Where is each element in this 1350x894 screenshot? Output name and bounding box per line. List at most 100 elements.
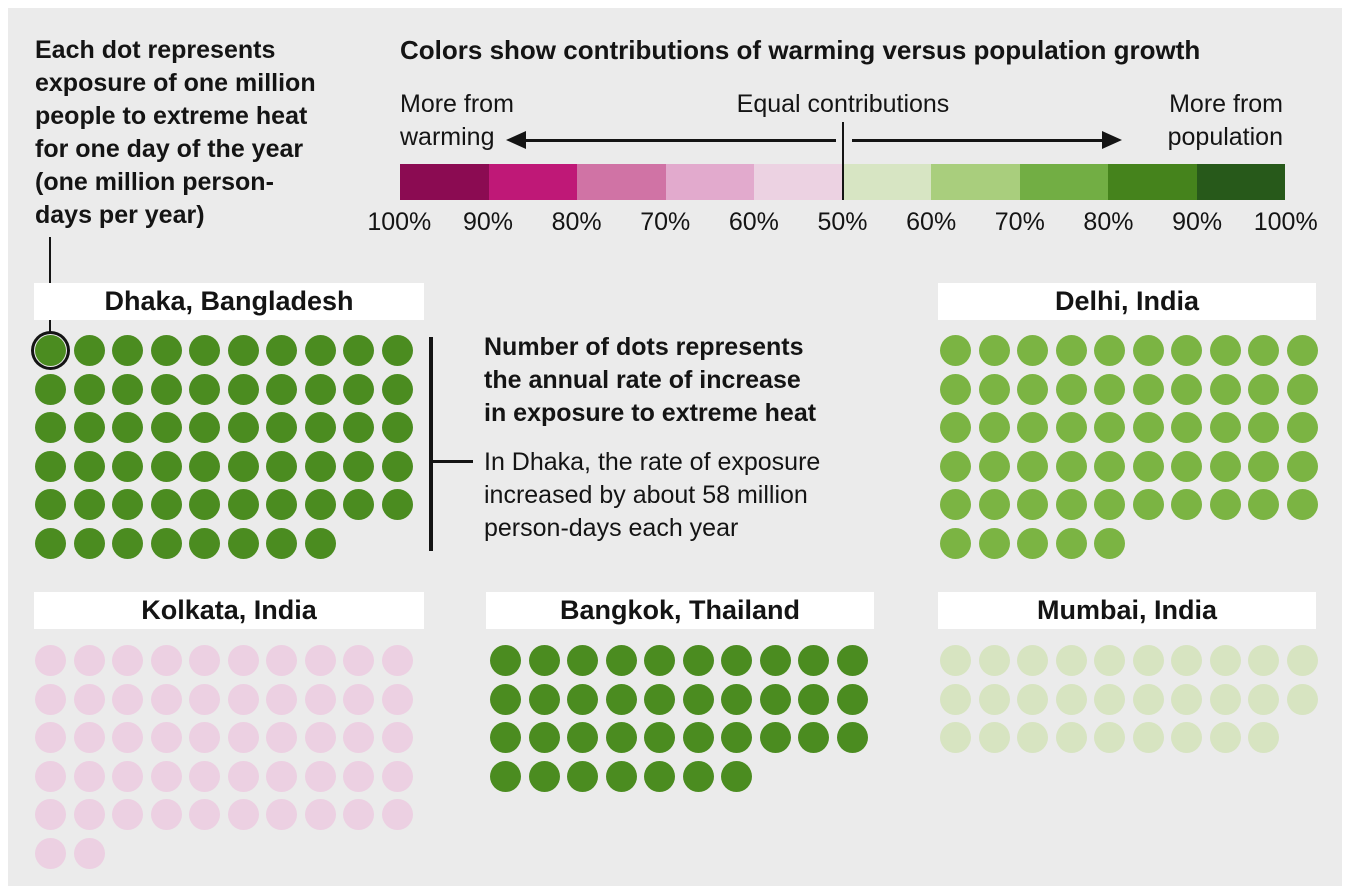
colorbar-tick-label: 80% — [551, 208, 602, 236]
dot — [1132, 450, 1164, 482]
dot — [73, 683, 105, 715]
dot — [266, 335, 297, 366]
dot — [1209, 722, 1241, 753]
dot — [1055, 645, 1087, 676]
population-label-line: More from — [1169, 90, 1283, 118]
dot — [227, 527, 259, 559]
dot — [381, 335, 413, 366]
dot — [189, 760, 220, 792]
note-line: the annual rate of increase — [484, 366, 801, 394]
population-end-label: More from population — [1120, 88, 1283, 154]
dot — [1017, 722, 1048, 753]
dot — [940, 335, 971, 366]
dot — [343, 683, 374, 715]
dot — [150, 450, 182, 482]
dot — [1248, 645, 1279, 676]
dot — [978, 373, 1010, 405]
dot — [1286, 645, 1318, 676]
dot — [1055, 527, 1087, 559]
colorbar-segment — [665, 164, 754, 200]
dot — [567, 645, 598, 676]
dot — [150, 489, 182, 520]
dot — [1171, 489, 1202, 520]
dot — [227, 760, 259, 792]
dot — [266, 489, 297, 520]
dot — [490, 683, 521, 715]
dot — [528, 683, 560, 715]
dot — [759, 645, 791, 676]
dot — [644, 760, 675, 792]
dot — [1248, 489, 1279, 520]
dot — [1248, 683, 1279, 715]
colorbar-tick-label: 70% — [640, 208, 691, 236]
dot — [1055, 722, 1087, 753]
dot — [343, 799, 374, 830]
dot — [490, 645, 521, 676]
colorbar-segment — [1019, 164, 1108, 200]
panel-title-mumbai: Mumbai, India — [938, 592, 1316, 629]
dot — [1055, 489, 1087, 520]
note-line: increased by about 58 million — [484, 481, 808, 509]
dot — [978, 450, 1010, 482]
panel-title-bangkok: Bangkok, Thailand — [486, 592, 874, 629]
dot — [978, 645, 1010, 676]
colorbar-tick-label: 70% — [994, 208, 1045, 236]
note-line: people to extreme heat — [35, 102, 308, 130]
colorbar-segment — [488, 164, 577, 200]
dot — [112, 412, 143, 443]
dot — [35, 489, 66, 520]
dot — [304, 527, 336, 559]
dot — [304, 760, 336, 792]
dot — [1132, 683, 1164, 715]
note-line: person-days each year — [484, 514, 739, 542]
colorbar-tick-label: 50% — [817, 208, 868, 236]
dot — [189, 722, 220, 753]
right-arrow-icon — [1102, 131, 1122, 149]
dot — [1286, 412, 1318, 443]
dot — [343, 450, 374, 482]
dot — [343, 335, 374, 366]
dot — [1248, 412, 1279, 443]
warming-label-line: warming — [400, 123, 495, 151]
dot — [1209, 335, 1241, 366]
dots-grid-kolkata — [35, 645, 413, 869]
dot — [836, 645, 868, 676]
dot — [227, 722, 259, 753]
dot — [227, 412, 259, 443]
dot — [1248, 335, 1279, 366]
dot — [112, 645, 143, 676]
dot — [1171, 722, 1202, 753]
dot — [1286, 489, 1318, 520]
dot — [266, 760, 297, 792]
dot — [1171, 373, 1202, 405]
warming-end-label: More from warming — [400, 88, 514, 154]
right-arrow-line — [852, 139, 1104, 142]
dot — [528, 760, 560, 792]
colorbar-segment — [1196, 164, 1285, 200]
dots-grid-delhi — [940, 335, 1318, 559]
dot — [1017, 335, 1048, 366]
dot — [150, 412, 182, 443]
dot — [1248, 373, 1279, 405]
dot — [1132, 722, 1164, 753]
dot — [343, 489, 374, 520]
dot — [304, 645, 336, 676]
dhaka-rate-note: In Dhaka, the rate of exposure increased… — [484, 446, 820, 545]
dot-count-note: Number of dots represents the annual rat… — [484, 331, 816, 430]
dot — [266, 722, 297, 753]
dot — [112, 489, 143, 520]
dot — [1248, 722, 1279, 753]
dot — [1209, 373, 1241, 405]
dot — [1055, 683, 1087, 715]
dot — [1171, 412, 1202, 443]
dot — [266, 683, 297, 715]
dot — [304, 412, 336, 443]
dot — [978, 722, 1010, 753]
dot — [381, 799, 413, 830]
dot — [189, 527, 220, 559]
dot — [644, 683, 675, 715]
colorbar-tick-label: 60% — [728, 208, 779, 236]
dot — [112, 760, 143, 792]
dot — [266, 799, 297, 830]
